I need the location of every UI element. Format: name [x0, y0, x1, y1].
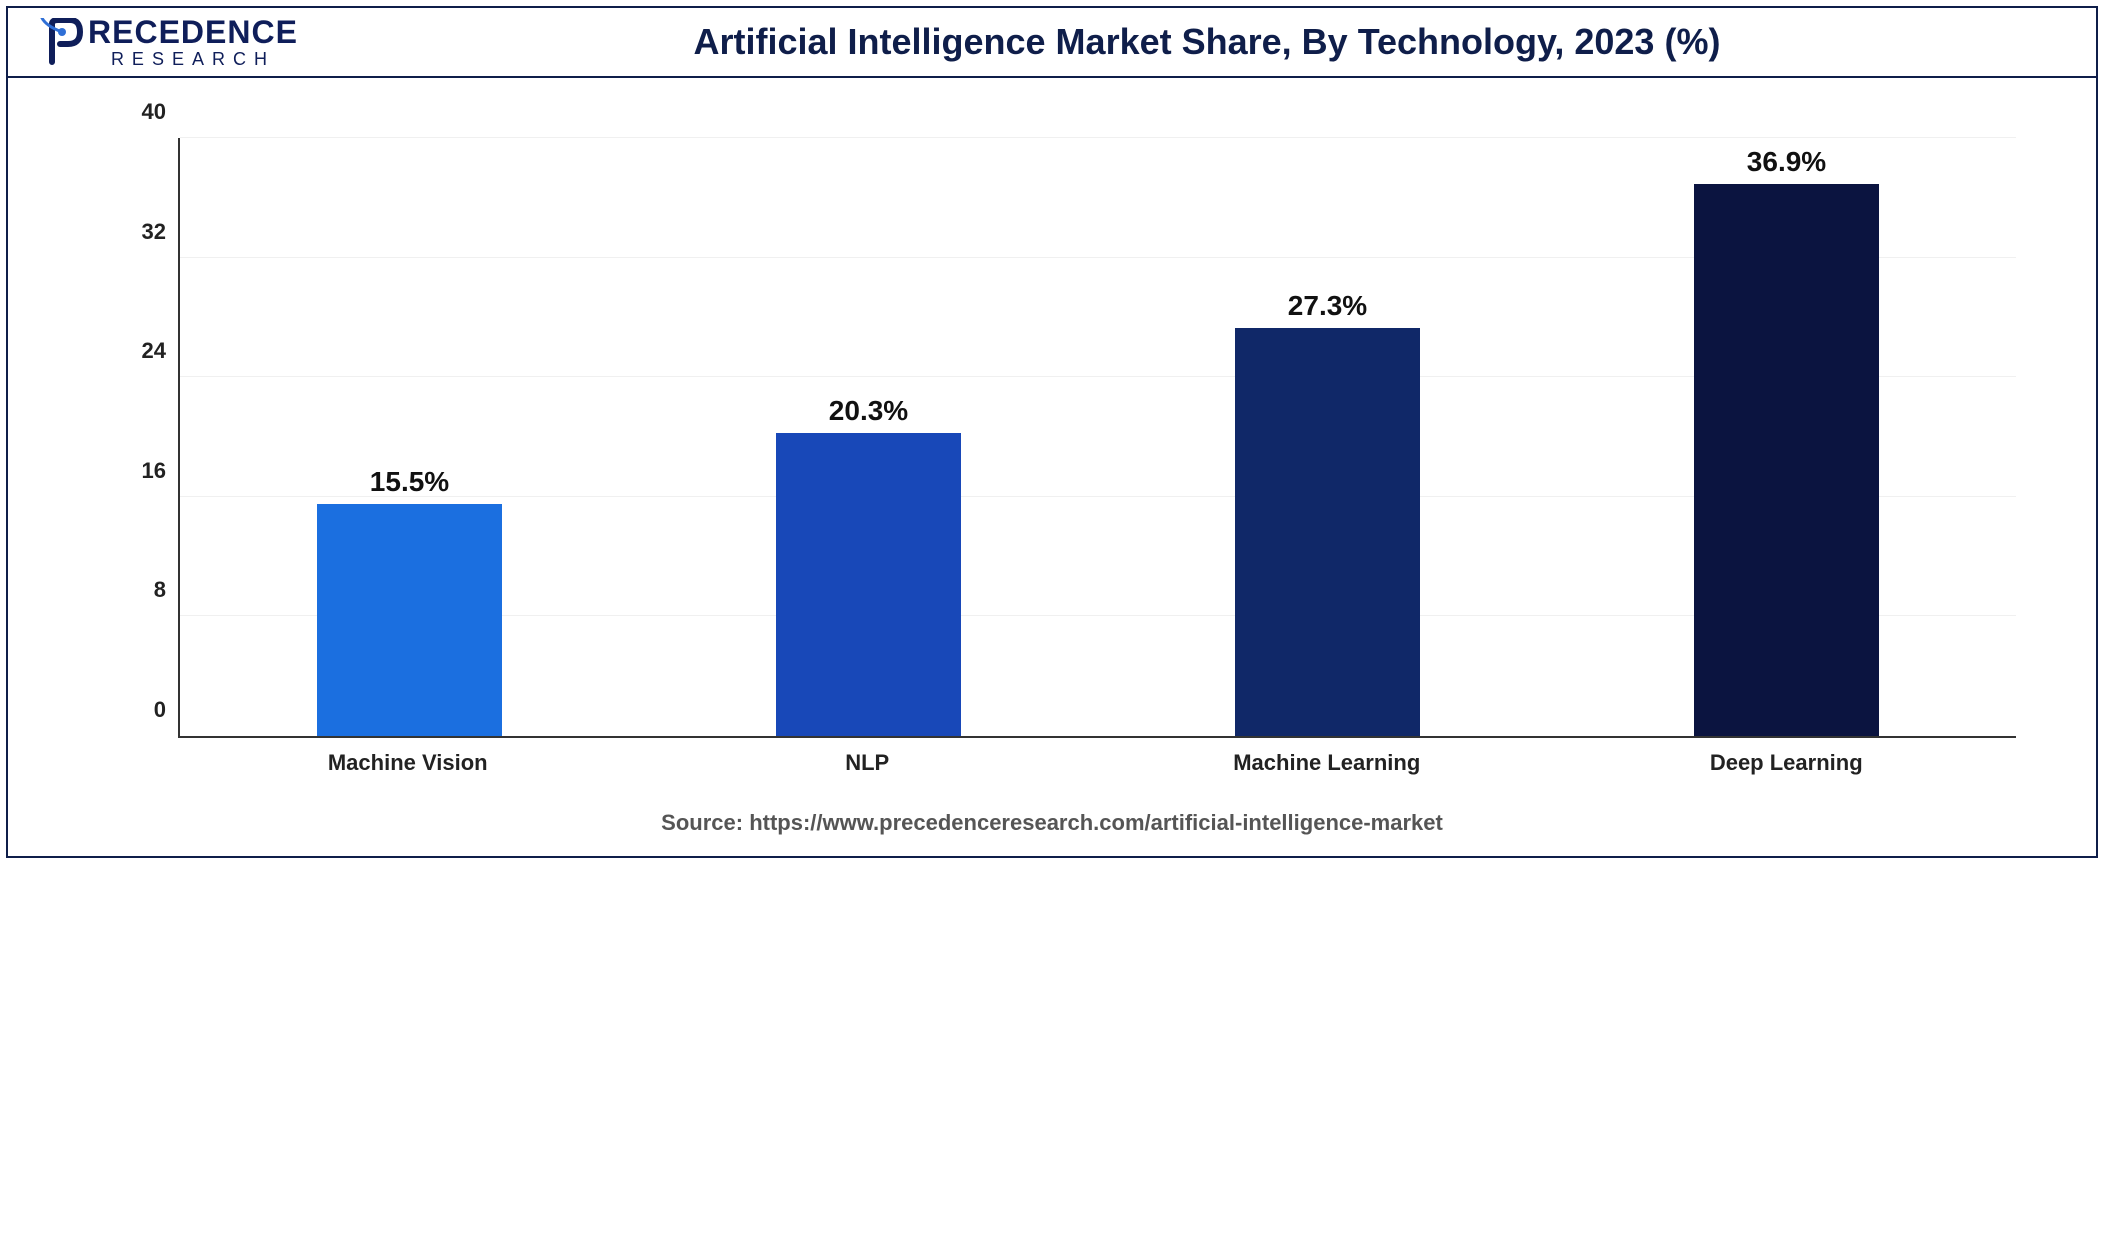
bar-rect	[317, 504, 503, 736]
x-axis-label: NLP	[665, 750, 1069, 776]
bar-slot: 20.3%	[667, 138, 1071, 736]
header-row: RECEDENCE RESEARCH Artificial Intelligen…	[8, 8, 2096, 78]
bar-rect	[1235, 328, 1421, 736]
source-line: Source: https://www.precedenceresearch.c…	[88, 810, 2016, 836]
bar-rect	[1694, 184, 1880, 736]
chart-title: Artificial Intelligence Market Share, By…	[338, 21, 2076, 63]
y-tick-label: 40	[142, 99, 180, 125]
source-prefix: Source:	[661, 810, 749, 835]
y-tick-label: 8	[154, 577, 180, 603]
logo-brand-line1: RECEDENCE	[88, 16, 298, 48]
bar-slot: 27.3%	[1126, 138, 1530, 736]
y-tick-label: 0	[154, 697, 180, 723]
bar-slot: 36.9%	[1585, 138, 1989, 736]
bar-value-label: 20.3%	[829, 395, 908, 427]
bar-rect	[776, 433, 962, 736]
bars-row: 15.5% 20.3% 27.3% 36.9%	[180, 138, 2016, 736]
logo: RECEDENCE RESEARCH	[38, 16, 298, 68]
x-axis-labels: Machine Vision NLP Machine Learning Deep Le…	[178, 738, 2016, 776]
y-tick-label: 32	[142, 219, 180, 245]
logo-brand-line2: RESEARCH	[88, 50, 298, 68]
bar-value-label: 36.9%	[1747, 146, 1826, 178]
y-tick-label: 16	[142, 458, 180, 484]
source-url: https://www.precedenceresearch.com/artif…	[749, 810, 1443, 835]
chart-wrap: 0816243240 15.5%20.3%27.3%36.9% Machine …	[88, 138, 2016, 776]
x-axis-label: Deep Learning	[1584, 750, 1988, 776]
bar-slot: 15.5%	[208, 138, 612, 736]
logo-text: RECEDENCE RESEARCH	[88, 16, 298, 68]
bar-value-label: 15.5%	[370, 466, 449, 498]
logo-p-icon	[38, 18, 86, 66]
x-axis-label: Machine Vision	[206, 750, 610, 776]
bar-value-label: 27.3%	[1288, 290, 1367, 322]
y-tick-label: 24	[142, 338, 180, 364]
chart-body: 0 8 16 24 32 40 15.5% 20.3% 27.3% 36.9% Machine …	[8, 78, 2096, 856]
x-axis-label: Machine Learning	[1125, 750, 1529, 776]
chart-frame: RECEDENCE RESEARCH Artificial Intelligen…	[6, 6, 2098, 858]
plot-area: 0816243240 15.5%20.3%27.3%36.9%	[178, 138, 2016, 738]
